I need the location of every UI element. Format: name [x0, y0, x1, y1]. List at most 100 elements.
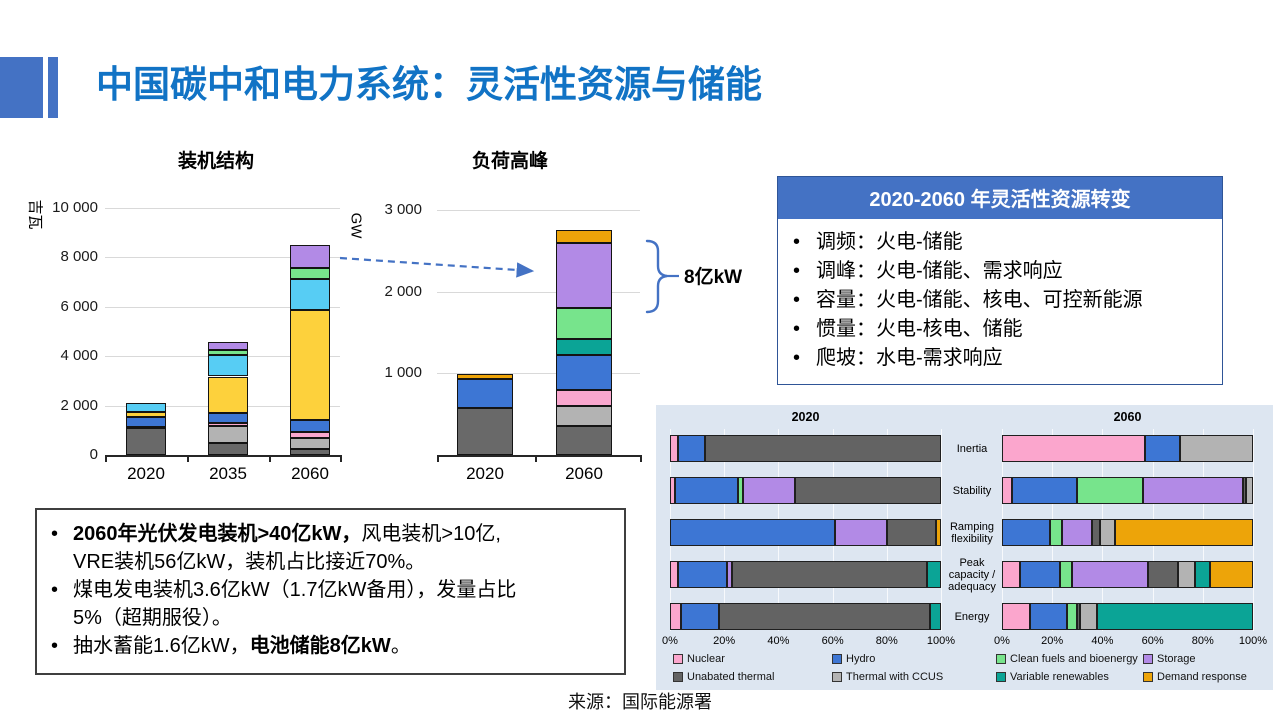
bar-segment-blue-segment	[290, 419, 330, 432]
group-header: 2060	[1113, 410, 1142, 424]
title-accent-bar	[48, 57, 58, 118]
bar-segment-green-segment	[556, 308, 612, 339]
flexibility-item-text: 爬坡：水电-需求响应	[816, 347, 1003, 369]
bar-segment-light-gray-segment	[290, 438, 330, 449]
legend-label: Unabated thermal	[687, 671, 775, 683]
x-axis-category-label: 2060	[291, 464, 329, 483]
legend-swatch	[673, 672, 683, 682]
hbar-segment-thermal-with-ccus	[1177, 561, 1196, 588]
bar-segment-orange-segment	[457, 374, 513, 379]
axis-tick	[105, 455, 107, 462]
legend-swatch	[1143, 672, 1153, 682]
hbar-segment-unabated-thermal	[794, 477, 941, 504]
hbar-segment-nuclear	[670, 435, 679, 462]
bar-segment-dark-gray-segment	[556, 425, 612, 455]
flexibility-item: • 调频：火电-储能	[778, 228, 1214, 257]
bar-segment-teal-segment	[556, 339, 612, 355]
bar-segment-purple-segment	[208, 341, 248, 350]
y-axis-unit-label: 吉瓦	[26, 199, 44, 230]
gridline	[437, 291, 640, 293]
legend-label: Clean fuels and bioenergy	[1010, 653, 1138, 665]
chart-title: 装机结构	[177, 151, 254, 172]
bar-segment-cyan-segment	[208, 354, 248, 377]
bar-segment-cyan-segment	[126, 403, 166, 412]
axis-tick	[340, 455, 342, 462]
flexibility-item: • 爬坡：水电-需求响应	[778, 344, 1214, 373]
hbar-segment-clean-fuels-and-bioenergy	[1077, 477, 1143, 504]
y-axis-tick-label: 3 000	[384, 201, 422, 218]
row-label: Energy	[954, 610, 990, 623]
hbar-segment-clean-fuels-and-bioenergy	[1067, 603, 1078, 630]
group-header: 2020	[791, 410, 820, 424]
bar-segment-yellow-segment	[208, 376, 248, 414]
hbar-segment-hydro	[680, 603, 719, 630]
y-axis-tick-label: 1 000	[384, 364, 422, 382]
x-axis-tick-label: 0%	[662, 635, 678, 647]
legend-item: Demand response	[1143, 671, 1247, 683]
bar-segment-yellow-segment	[126, 411, 166, 418]
legend-label: Nuclear	[687, 653, 725, 665]
flexibility-box-header: 2020-2060 年灵活性资源转变	[778, 177, 1222, 219]
y-axis-tick-label: 0	[89, 446, 98, 463]
bar-segment-orange-segment	[556, 230, 612, 243]
x-axis-tick-label: 20%	[713, 635, 736, 647]
hbar-segment-unabated-thermal	[732, 561, 928, 588]
axis-tick	[269, 455, 271, 462]
row-label: Peak capacity / adequacy	[948, 556, 996, 593]
hbar-segment-storage	[743, 477, 795, 504]
hbar-segment-demand-response	[1114, 519, 1253, 546]
hbar-segment-clean-fuels-and-bioenergy	[1049, 519, 1063, 546]
axis-baseline	[437, 455, 640, 457]
title-accent-square	[0, 57, 43, 118]
flexibility-item: • 容量：火电-储能、核电、可控新能源	[778, 286, 1214, 315]
x-axis-tick-label: 100%	[1238, 635, 1268, 647]
hbar-segment-variable-renewables	[930, 603, 941, 630]
note-item: • 2060年光伏发电装机>40亿kW，风电装机>10亿, VRE装机56亿kW，装…	[37, 520, 614, 576]
axis-tick	[187, 455, 189, 462]
note-item: • 煤电发电装机3.6亿kW（1.7亿kW备用），发量占比 5%（超期服役）。	[37, 576, 614, 632]
bar-segment-dark-gray-segment	[126, 427, 166, 455]
iea-flexibility-chart-panel: 2020 0% 20% 40% 60% 80% 100% 2060 0% 20% 40% 60% 80%…	[656, 405, 1273, 690]
hbar-segment-unabated-thermal	[718, 603, 931, 630]
flexibility-item: • 调峰：火电-储能、需求响应	[778, 257, 1214, 286]
hbar-segment-variable-renewables	[1097, 603, 1253, 630]
flexibility-item-text: 容量：火电-储能、核电、可控新能源	[816, 289, 1143, 311]
hbar-segment-nuclear	[1002, 435, 1146, 462]
flexibility-box: 2020-2060 年灵活性资源转变 • 调频：火电-储能 • 调峰：火电-储能、需求…	[777, 176, 1223, 385]
hbar-segment-storage	[835, 519, 887, 546]
x-axis-category-label: 2035	[209, 464, 247, 483]
gridline	[105, 257, 340, 259]
hbar-segment-storage	[1142, 477, 1243, 504]
hbar-segment-hydro	[1002, 519, 1050, 546]
bullet-glyph: •	[51, 523, 59, 545]
note-text-segment: 。	[390, 635, 411, 657]
bullet-glyph: •	[793, 347, 801, 369]
legend-item: Storage	[1143, 653, 1196, 665]
legend-swatch	[996, 654, 1006, 664]
gridline	[105, 306, 340, 308]
hbar-segment-thermal-with-ccus	[1079, 603, 1098, 630]
flexibility-item: • 惯量：火电-核电、储能	[778, 315, 1214, 344]
hbar-segment-clean-fuels-and-bioenergy	[1059, 561, 1073, 588]
legend-item: Thermal with CCUS	[832, 671, 943, 683]
note-text-segment: 5%（超期服役）。	[73, 607, 232, 629]
legend-label: Hydro	[846, 653, 876, 665]
hbar-segment-hydro	[1019, 561, 1060, 588]
bullet-glyph: •	[51, 579, 59, 601]
bar-segment-blue-segment	[126, 417, 166, 427]
legend-label: Demand response	[1157, 671, 1247, 683]
hbar-segment-nuclear	[1002, 477, 1012, 504]
hbar-segment-hydro	[675, 477, 738, 504]
bar-segment-green-segment	[290, 268, 330, 280]
bar-segment-blue-segment	[457, 379, 513, 409]
notes-list: • 2060年光伏发电装机>40亿kW，风电装机>10亿, VRE装机56亿kW，装…	[37, 520, 624, 660]
x-axis-tick-label: 100%	[926, 635, 956, 647]
bar-segment-dark-gray-segment	[457, 408, 513, 455]
row-label: Stability	[952, 484, 992, 497]
bar-segment-light-gray-segment	[556, 406, 612, 426]
flexibility-item-text: 调峰：火电-储能、需求响应	[816, 260, 1063, 282]
hbar-segment-variable-renewables	[1195, 561, 1211, 588]
bar-segment-yellow-segment	[290, 309, 330, 420]
bullet-glyph: •	[793, 231, 801, 253]
y-axis-tick-label: 10 000	[52, 199, 98, 216]
